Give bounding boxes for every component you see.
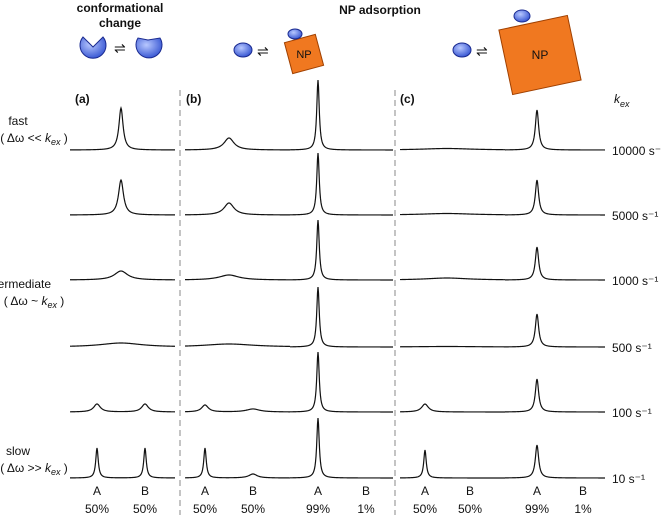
spectrum-trace xyxy=(400,449,505,479)
spectrum-trace xyxy=(185,137,291,151)
spectrum-trace xyxy=(505,179,605,216)
condition-part: ( Δω >> xyxy=(0,461,45,475)
spectrum-trace xyxy=(505,444,605,479)
spectrum-trace xyxy=(184,343,291,348)
spectrum-trace xyxy=(399,147,505,151)
spectrum-trace xyxy=(69,403,176,413)
np-label: NP xyxy=(296,49,311,61)
header-title: change xyxy=(99,16,141,30)
rate-label: 500 s⁻¹ xyxy=(612,341,652,355)
site-label: A xyxy=(93,484,101,498)
rate-label: 5000 s⁻¹ xyxy=(612,209,658,223)
site-label: A xyxy=(421,484,429,498)
population-label: 50% xyxy=(85,502,109,515)
regime-name: intermediate xyxy=(0,277,51,291)
site-label: A xyxy=(314,484,322,498)
site-label: B xyxy=(249,484,257,498)
spectrum-trace xyxy=(70,105,175,151)
spectrum-trace xyxy=(184,404,290,413)
spectrum-trace xyxy=(289,286,393,348)
kex-k: k xyxy=(614,92,621,106)
population-label: 50% xyxy=(241,502,265,515)
header-title: conformational xyxy=(77,1,164,15)
panel-label: (a) xyxy=(75,92,90,106)
condition-part: ex xyxy=(47,300,57,310)
condition-part: ) xyxy=(57,294,64,308)
site-label: A xyxy=(201,484,209,498)
icons: ⇌ ⇌ ⇌ xyxy=(79,9,582,96)
spectrum-trace xyxy=(289,351,393,413)
population-label: 50% xyxy=(193,502,217,515)
np-label: NP xyxy=(532,48,549,62)
spectrum-trace xyxy=(505,246,605,281)
spectrum-trace xyxy=(505,109,606,151)
population-label: 50% xyxy=(133,502,157,515)
population-label: 50% xyxy=(458,502,482,515)
rate-label: 10 s⁻¹ xyxy=(612,472,645,486)
spectrum-trace xyxy=(289,79,393,151)
spectrum-trace xyxy=(289,219,393,281)
population-label: 99% xyxy=(525,502,549,515)
rate-label: 1000 s⁻¹ xyxy=(612,274,658,288)
spectrum-trace xyxy=(290,152,394,216)
spectrum-trace xyxy=(70,270,176,281)
spectrum-trace xyxy=(185,274,290,281)
condition-part: ex xyxy=(51,137,61,147)
condition-part: ) xyxy=(60,131,67,145)
kex-label: kex xyxy=(614,92,630,109)
svg-text:⇌: ⇌ xyxy=(114,40,126,56)
condition-part: k xyxy=(45,461,52,475)
rate-label: 100 s⁻¹ xyxy=(612,406,652,420)
panel-label: (b) xyxy=(186,92,201,106)
condition-part: k xyxy=(45,131,52,145)
spectrum-trace xyxy=(69,447,175,479)
rate-label: 10000 s⁻¹ xyxy=(612,144,661,158)
population-label: 1% xyxy=(357,502,375,515)
regime-name: slow xyxy=(6,444,30,458)
regime-condition: ( Δω >> kex ) xyxy=(0,461,68,477)
site-label: B xyxy=(466,484,474,498)
svg-text:⇌: ⇌ xyxy=(257,43,269,59)
population-label: 1% xyxy=(574,502,592,515)
condition-part: ( Δω << xyxy=(0,131,45,145)
condition-part: ex xyxy=(51,467,61,477)
svg-text:⇌: ⇌ xyxy=(476,43,488,59)
spectrum-trace xyxy=(69,342,176,347)
spectrum-trace xyxy=(399,212,505,216)
spectrum-trace xyxy=(185,202,291,216)
regime-condition: ( Δω ~ kex ) xyxy=(4,294,65,310)
population-label: 50% xyxy=(413,502,437,515)
spectrum-trace xyxy=(289,417,393,479)
spectrum-trace xyxy=(399,277,506,281)
site-label: B xyxy=(362,484,370,498)
panel-label: (c) xyxy=(400,92,415,106)
spectrum-trace xyxy=(70,178,175,216)
condition-part: ) xyxy=(60,461,67,475)
regime-condition: ( Δω << kex ) xyxy=(0,131,68,147)
header-title: NP adsorption xyxy=(339,3,421,17)
spectrum-trace xyxy=(505,313,605,348)
spectrum-trace xyxy=(505,378,605,413)
condition-part: ( Δω ~ xyxy=(4,294,42,308)
spectrum-trace xyxy=(184,447,290,479)
site-label: B xyxy=(141,484,149,498)
regime-name: fast xyxy=(8,114,28,128)
condition-part: k xyxy=(41,294,48,308)
population-label: 99% xyxy=(306,502,330,515)
site-label: A xyxy=(533,484,541,498)
site-label: B xyxy=(579,484,587,498)
kex-sub: ex xyxy=(620,99,630,109)
spectrum-trace xyxy=(399,403,505,413)
